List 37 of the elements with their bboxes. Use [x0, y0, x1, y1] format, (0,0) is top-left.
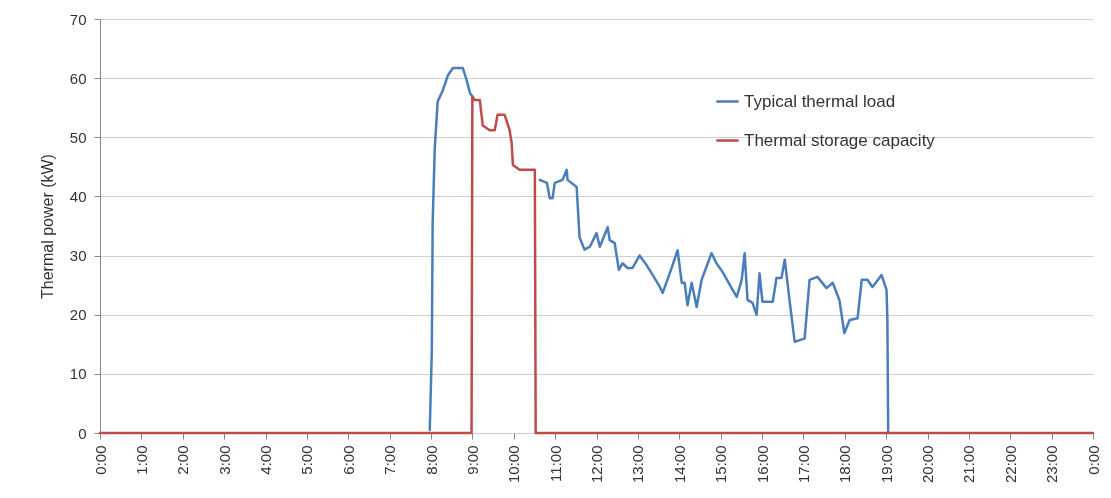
x-tick-label: 20:00 [919, 445, 936, 484]
x-tick-label: 11:00 [546, 445, 564, 482]
x-tick-label: 17:00 [794, 445, 812, 484]
x-tick-label: 5:00 [298, 445, 316, 475]
x-tick-label: 1:00 [132, 445, 150, 475]
x-tick-label: 6:00 [339, 445, 357, 475]
y-tick-label: 20 [69, 306, 87, 324]
y-tick-label: 70 [69, 10, 87, 28]
x-tick-label: 4:00 [257, 445, 274, 475]
x-tick-label: 21:00 [960, 445, 978, 484]
x-tick-label: 10:00 [505, 445, 523, 484]
x-tick-label: 0:00 [1084, 445, 1102, 475]
x-tick-label: 19:00 [877, 445, 895, 484]
x-tick-label: 7:00 [381, 445, 399, 475]
x-tick-label: 3:00 [215, 445, 233, 475]
y-tick-label: 30 [69, 247, 87, 265]
legend-label: Thermal storage capacity [744, 130, 936, 150]
y-tick-label: 0 [78, 424, 87, 442]
legend-label: Typical thermal load [744, 91, 896, 111]
y-axis-title: Thermal power (kW) [38, 154, 56, 299]
x-tick-label: 22:00 [1001, 445, 1019, 484]
line-series [98, 95, 1095, 435]
x-tick-label: 16:00 [753, 445, 771, 484]
y-tick-label: 50 [69, 128, 87, 146]
x-tick-label: 18:00 [836, 445, 854, 484]
x-tick-label: 23:00 [1043, 445, 1061, 484]
x-tick-label: 13:00 [629, 445, 647, 484]
y-tick-label: 40 [69, 187, 87, 205]
x-tick-label: 15:00 [712, 445, 730, 484]
x-tick-label: 12:00 [588, 445, 605, 484]
x-tick-label: 0:00 [91, 445, 109, 475]
x-tick-label: 9:00 [463, 445, 481, 475]
x-tick-label: 14:00 [670, 445, 688, 484]
y-tick-label: 10 [69, 365, 87, 383]
x-tick-label: 2:00 [174, 445, 192, 475]
y-tick-label: 60 [69, 69, 87, 87]
x-tick-label: 8:00 [422, 445, 440, 475]
